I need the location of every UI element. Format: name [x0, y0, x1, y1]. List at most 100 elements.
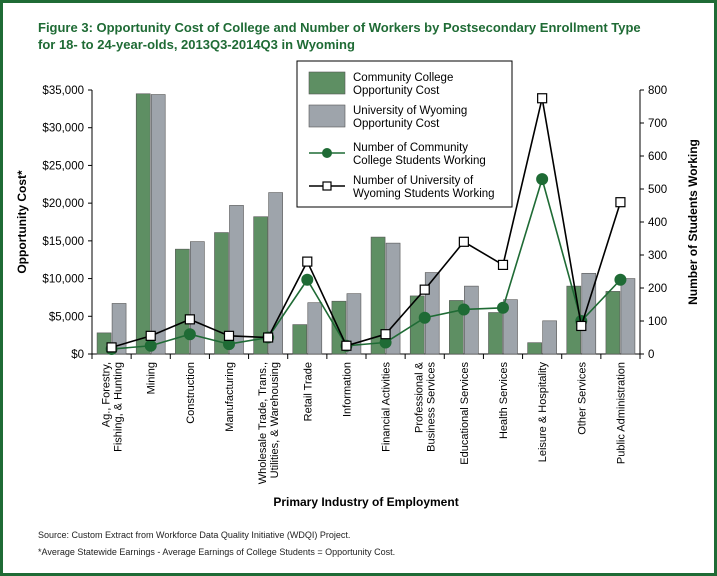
y2-tick-label: 400 [648, 217, 667, 229]
y-tick-label: $5,000 [49, 311, 84, 323]
x-tick-label: Information [341, 362, 353, 417]
legend-marker [322, 148, 332, 158]
point-community-college-workers [497, 301, 509, 314]
bar-university-wyoming [190, 241, 205, 355]
x-tick-label: Professional & [414, 361, 426, 433]
bar-community-college [370, 236, 386, 355]
legend-label: College Students Working [353, 155, 486, 167]
bar-university-wyoming [268, 192, 283, 355]
legend-swatch [308, 71, 346, 95]
bar-community-college [409, 295, 425, 355]
x-tick-label: Retail Trade [302, 362, 314, 421]
y2-tick-label: 300 [648, 250, 667, 262]
bar-university-wyoming [542, 320, 557, 355]
y2-tick-label: 500 [648, 184, 667, 196]
bar-university-wyoming [385, 242, 401, 355]
point-university-wyoming-workers [615, 197, 626, 208]
y-tick-label: $20,000 [42, 198, 84, 210]
point-university-wyoming-workers [263, 332, 274, 343]
point-university-wyoming-workers [537, 93, 548, 104]
bar-community-college [253, 216, 268, 355]
x-tick-label: Utilities, & Warehousing [269, 362, 281, 478]
x-tick-label: Other Services [576, 362, 588, 435]
legend-label: Opportunity Cost [353, 85, 440, 97]
legend-swatch [308, 104, 346, 128]
y2-tick-label: 200 [648, 283, 667, 295]
point-university-wyoming-workers [341, 340, 352, 351]
point-university-wyoming-workers [145, 330, 156, 341]
point-university-wyoming-workers [419, 284, 430, 295]
line-community-college-workers [111, 176, 622, 350]
x-tick-label: Financial Activities [381, 362, 393, 452]
x-tick-label: Mining [146, 362, 158, 394]
point-community-college-workers [301, 273, 314, 286]
y2-tick-label: 0 [648, 349, 654, 361]
y-axis-label: Opportunity Cost* [15, 170, 29, 274]
point-community-college-workers [418, 311, 431, 324]
bar-university-wyoming [620, 278, 636, 355]
bar-university-wyoming [229, 205, 244, 355]
y-tick-label: $30,000 [42, 123, 84, 135]
x-tick-label: Manufacturing [224, 362, 236, 432]
bar-community-college [292, 324, 308, 355]
y2-tick-label: 800 [648, 85, 667, 97]
figure-title: Figure 3: Opportunity Cost of College an… [38, 19, 678, 53]
bar-university-wyoming [346, 293, 362, 355]
point-university-wyoming-workers [184, 314, 195, 325]
bar-community-college [527, 342, 542, 355]
bar-university-wyoming [150, 94, 166, 355]
bar-community-college [488, 312, 503, 355]
point-community-college-workers [457, 303, 470, 316]
x-axis-label: Primary Industry of Employment [273, 495, 458, 509]
legend-label: Number of University of [353, 175, 474, 187]
point-community-college-workers [536, 173, 549, 186]
x-tick-label: Ag., Forestry, [101, 362, 113, 427]
point-university-wyoming-workers [380, 329, 391, 340]
y2-tick-label: 700 [648, 118, 667, 130]
point-university-wyoming-workers [302, 256, 313, 267]
legend-label: University of Wyoming [353, 105, 467, 117]
line-university-wyoming-workers [111, 98, 622, 349]
point-university-wyoming-workers [576, 320, 587, 332]
footnote: *Average Statewide Earnings - Average Ea… [38, 547, 396, 557]
bar-university-wyoming [307, 302, 323, 355]
x-tick-label: Wholesale Trade, Trans., [257, 362, 269, 484]
legend-label: Opportunity Cost [353, 118, 440, 130]
x-tick-label: Public Administration [615, 362, 627, 464]
legend-label: Community College [353, 72, 453, 84]
x-tick-label: Leisure & Hospitality [537, 362, 549, 463]
y2-tick-label: 600 [648, 151, 667, 163]
x-tick-label: Business Services [426, 362, 438, 452]
x-tick-label: Fishing, & Hunting [113, 362, 125, 452]
legend-label: Wyoming Students Working [353, 188, 495, 200]
y-tick-label: $0 [71, 349, 84, 361]
point-university-wyoming-workers [458, 236, 469, 247]
point-community-college-workers [144, 339, 157, 352]
bar-university-wyoming [111, 303, 127, 355]
bar-community-college [175, 248, 190, 355]
point-university-wyoming-workers [223, 330, 235, 341]
x-tick-label: Health Services [498, 362, 510, 440]
point-university-wyoming-workers [497, 259, 509, 270]
point-community-college-workers [614, 273, 627, 286]
title-line-2: for 18- to 24-year-olds, 2013Q3-2014Q3 i… [38, 37, 355, 52]
y-tick-label: $35,000 [42, 85, 84, 97]
bar-community-college [214, 232, 229, 355]
y-tick-label: $15,000 [42, 236, 84, 248]
bar-community-college [605, 291, 621, 355]
x-tick-label: Educational Services [459, 362, 471, 465]
bar-community-college [135, 93, 151, 355]
y2-axis-label: Number of Students Working [686, 139, 700, 305]
y-tick-label: $10,000 [42, 274, 84, 286]
y2-tick-label: 100 [648, 316, 667, 328]
bar-university-wyoming [464, 285, 479, 355]
x-tick-label: Construction [185, 362, 197, 424]
title-line-1: Figure 3: Opportunity Cost of College an… [38, 20, 641, 35]
point-university-wyoming-workers [106, 342, 117, 353]
legend-marker [322, 181, 332, 191]
source-note: Source: Custom Extract from Workforce Da… [38, 530, 351, 540]
legend-label: Number of Community [353, 142, 468, 154]
y-tick-label: $25,000 [42, 160, 84, 172]
bar-university-wyoming [503, 299, 518, 355]
